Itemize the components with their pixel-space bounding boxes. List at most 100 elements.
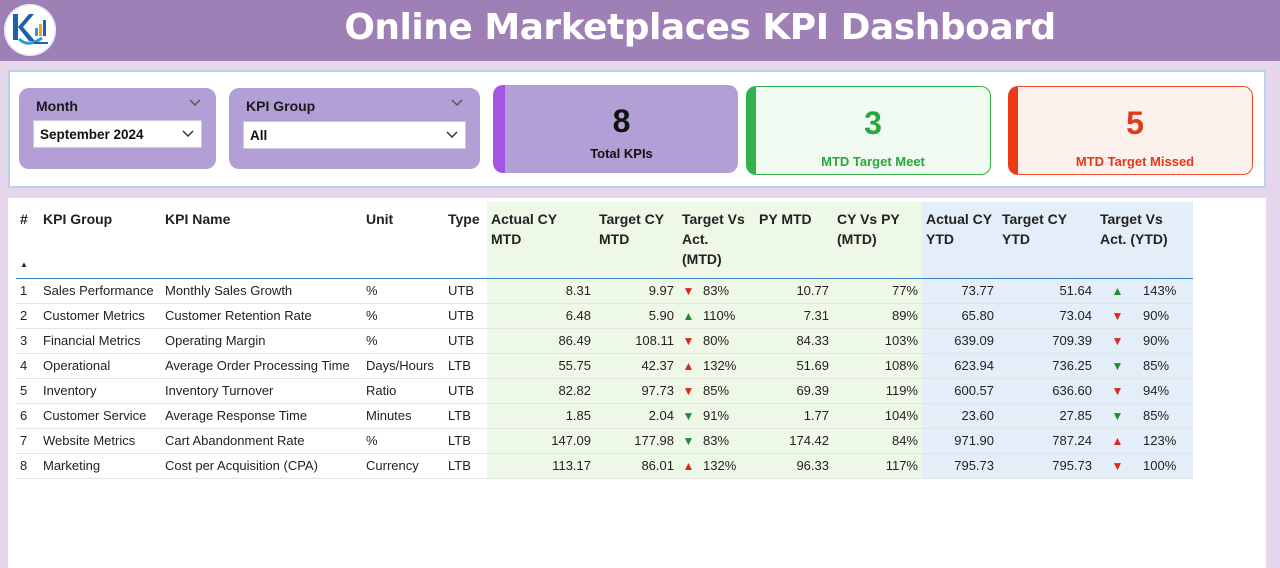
kpi-table-panel: # ▲ KPI Group KPI Name Unit Type Actual C…	[8, 198, 1266, 568]
cell-kpi-name: Inventory Turnover	[161, 378, 362, 404]
cell-unit: %	[362, 328, 444, 354]
cell-target-cy-ytd: 736.25	[998, 353, 1096, 379]
cell-actual-cy-ytd: 600.57	[922, 378, 998, 404]
sort-ascending-icon[interactable]: ▲	[20, 260, 28, 269]
triangle-down-icon: ▼	[1096, 403, 1139, 429]
col-header-target-vs-act-mtd[interactable]: Target Vs Act. (MTD)	[678, 202, 755, 279]
cell-cy-vs-py-mtd: 117%	[833, 453, 922, 479]
cell-row-num: 4	[16, 353, 39, 379]
chevron-down-icon[interactable]	[450, 96, 464, 110]
month-dropdown[interactable]: September 2024	[33, 120, 202, 148]
cell-kpi-name: Average Response Time	[161, 403, 362, 429]
cell-actual-cy-ytd: 65.80	[922, 303, 998, 329]
cell-actual-cy-mtd: 6.48	[487, 303, 595, 329]
table-row[interactable]: 3 Financial Metrics Operating Margin% UTB 86…	[16, 328, 1193, 354]
cell-cy-vs-py-mtd: 104%	[833, 403, 922, 429]
col-header-kpi-name[interactable]: KPI Name	[161, 202, 362, 279]
table-row[interactable]: 4 Operational Average Order Processing Tim…	[16, 353, 1193, 379]
col-header-target-cy-mtd[interactable]: Target CY MTD	[595, 202, 678, 279]
cell-actual-cy-ytd: 971.90	[922, 428, 998, 454]
cell-py-mtd: 96.33	[755, 453, 833, 479]
cell-target-vs-act-ytd: 90%	[1139, 303, 1193, 329]
col-header-num[interactable]: # ▲	[16, 202, 39, 279]
col-header-cy-vs-py-mtd[interactable]: CY Vs PY (MTD)	[833, 202, 922, 279]
triangle-down-icon: ▼	[678, 278, 699, 304]
cell-target-cy-mtd: 86.01	[595, 453, 678, 479]
triangle-down-icon: ▼	[678, 403, 699, 429]
cell-kpi-group: Marketing	[39, 453, 161, 479]
cell-row-num: 5	[16, 378, 39, 404]
triangle-down-icon: ▼	[1096, 378, 1139, 404]
cell-target-cy-ytd: 787.24	[998, 428, 1096, 454]
triangle-up-icon: ▲	[678, 453, 699, 479]
table-row[interactable]: 7 Website Metrics Cart Abandonment Rate% LT…	[16, 428, 1193, 454]
cell-actual-cy-mtd: 55.75	[487, 353, 595, 379]
cell-target-cy-ytd: 27.85	[998, 403, 1096, 429]
col-header-type[interactable]: Type	[444, 202, 487, 279]
col-header-actual-cy-ytd[interactable]: Actual CY YTD	[922, 202, 998, 279]
cell-row-num: 2	[16, 303, 39, 329]
cell-target-cy-ytd: 636.60	[998, 378, 1096, 404]
cell-target-vs-act-mtd: 132%	[699, 453, 755, 479]
cell-type: LTB	[444, 403, 487, 429]
total-kpis-label: Total KPIs	[590, 146, 653, 161]
col-header-target-cy-ytd[interactable]: Target CY YTD	[998, 202, 1096, 279]
cell-target-vs-act-mtd: 83%	[699, 428, 755, 454]
col-header-unit[interactable]: Unit	[362, 202, 444, 279]
cell-kpi-group: Financial Metrics	[39, 328, 161, 354]
cell-actual-cy-ytd: 639.09	[922, 328, 998, 354]
cell-type: LTB	[444, 453, 487, 479]
total-kpis-value: 8	[612, 103, 631, 139]
triangle-down-icon: ▼	[1096, 453, 1139, 479]
cell-target-cy-ytd: 51.64	[998, 278, 1096, 304]
cell-kpi-group: Inventory	[39, 378, 161, 404]
col-header-actual-cy-mtd[interactable]: Actual CY MTD	[487, 202, 595, 279]
col-header-kpi-group[interactable]: KPI Group	[39, 202, 161, 279]
mtd-target-meet-value: 3	[864, 105, 882, 141]
col-header-py-mtd[interactable]: PY MTD	[755, 202, 833, 279]
table-row[interactable]: 5 Inventory Inventory Turnover Ratio UTB 82.8…	[16, 378, 1193, 404]
cell-kpi-group: Operational	[39, 353, 161, 379]
cell-target-vs-act-mtd: 91%	[699, 403, 755, 429]
cell-target-vs-act-ytd: 100%	[1139, 453, 1193, 479]
table-row[interactable]: 2 Customer Metrics Customer Retention Rate…	[16, 303, 1193, 329]
cell-target-cy-ytd: 709.39	[998, 328, 1096, 354]
cell-kpi-name: Average Order Processing Time	[161, 353, 362, 379]
cell-kpi-name: Cart Abandonment Rate	[161, 428, 362, 454]
cell-cy-vs-py-mtd: 108%	[833, 353, 922, 379]
cell-kpi-group: Sales Performance	[39, 278, 161, 304]
dropdown-arrow-icon	[446, 131, 458, 139]
triangle-down-icon: ▼	[1096, 353, 1139, 379]
cell-target-cy-ytd: 795.73	[998, 453, 1096, 479]
cell-target-vs-act-ytd: 143%	[1139, 278, 1193, 304]
table-row[interactable]: 8 Marketing Cost per Acquisition (CPA) Curr…	[16, 453, 1193, 479]
mtd-target-missed-value: 5	[1126, 105, 1144, 141]
month-dropdown-value: September 2024	[40, 127, 144, 142]
cell-unit: %	[362, 278, 444, 304]
cell-target-vs-act-mtd: 85%	[699, 378, 755, 404]
cell-actual-cy-mtd: 82.82	[487, 378, 595, 404]
cell-py-mtd: 174.42	[755, 428, 833, 454]
chevron-down-icon[interactable]	[188, 96, 202, 110]
cell-target-vs-act-mtd: 83%	[699, 278, 755, 304]
cell-target-vs-act-ytd: 94%	[1139, 378, 1193, 404]
kpi-group-dropdown[interactable]: All	[243, 121, 466, 149]
table-row[interactable]: 1 Sales Performance Monthly Sales Growth% U…	[16, 278, 1193, 304]
cell-py-mtd: 1.77	[755, 403, 833, 429]
mtd-target-missed-label: MTD Target Missed	[1075, 154, 1195, 169]
table-row[interactable]: 6 Customer Service Average Response Time Mi…	[16, 403, 1193, 429]
cell-target-cy-mtd: 177.98	[595, 428, 678, 454]
cell-type: UTB	[444, 328, 487, 354]
cell-target-cy-mtd: 2.04	[595, 403, 678, 429]
cell-unit: %	[362, 303, 444, 329]
dropdown-arrow-icon	[182, 130, 194, 138]
cell-cy-vs-py-mtd: 103%	[833, 328, 922, 354]
cell-py-mtd: 51.69	[755, 353, 833, 379]
header-bar: Online Marketplaces KPI Dashboard	[0, 0, 1280, 61]
cell-target-cy-ytd: 73.04	[998, 303, 1096, 329]
col-header-target-vs-act-ytd[interactable]: Target Vs Act. (YTD)	[1096, 202, 1193, 279]
cell-py-mtd: 7.31	[755, 303, 833, 329]
cell-actual-cy-mtd: 8.31	[487, 278, 595, 304]
cell-actual-cy-ytd: 73.77	[922, 278, 998, 304]
triangle-down-icon: ▼	[1096, 303, 1139, 329]
